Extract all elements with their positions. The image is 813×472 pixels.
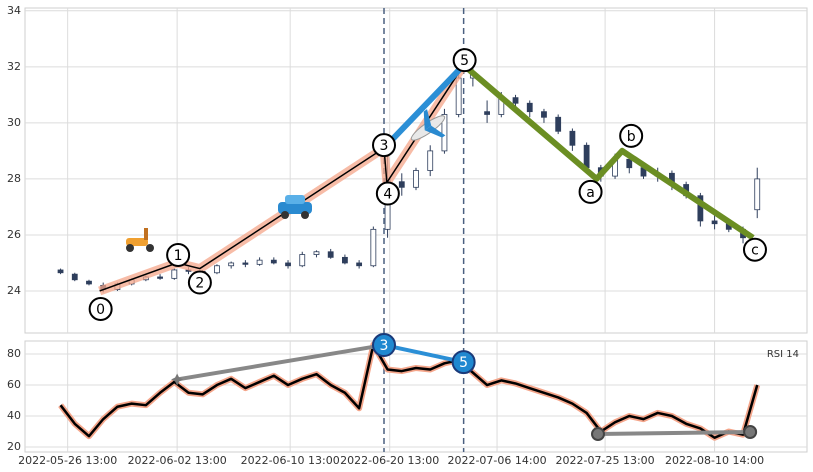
wave-label: c [751,243,759,259]
x-tick-label: 2022-08-10 14:00 [665,454,764,467]
plane-icon [410,109,446,141]
candle-body [711,220,718,225]
candle-body [569,130,576,146]
y-tick-label: 20 [7,440,21,453]
wave-label: 3 [380,338,389,354]
wave-label-circle [187,270,212,295]
wave-label: 3 [380,138,389,154]
wave-label: 4 [383,187,392,203]
wave-label: a [586,185,595,201]
y-tick-label: 24 [7,284,21,297]
candle-body [327,251,334,258]
x-tick-label: 2022-07-06 14:00 [447,454,546,467]
candle-body [356,262,363,267]
candle-body [342,256,348,264]
wave-label-circle [452,48,477,73]
candle-body [370,228,377,267]
wave-label-circle [578,179,603,204]
y-tick-label: 30 [7,116,21,129]
y-tick-label: 28 [7,172,21,185]
candle-body [427,150,434,171]
impulse-band [98,62,468,296]
candle-body [697,195,704,222]
wave-label: b [627,129,636,145]
trend-line [381,63,466,151]
candle-body [583,144,590,169]
candle-body [256,259,263,265]
candle-body [171,269,178,279]
car-icon [278,195,312,219]
candle-body [413,170,419,188]
candle-body [270,259,277,264]
candle-body [526,102,533,113]
candle-body [242,262,249,265]
x-tick-label: 2022-05-26 13:00 [18,454,117,467]
y-tick-label: 40 [7,409,21,422]
candle-body [228,262,235,267]
divergence-point [743,425,758,440]
candle-body [86,280,92,285]
y-tick-label: 26 [7,228,21,241]
wave-label-circle [619,123,644,148]
y-tick-label: 32 [7,60,21,73]
divergence-point [171,373,184,386]
wave-label: 0 [96,302,105,318]
wave-label-circle [375,181,400,206]
wave-label-circle [372,333,397,358]
y-tick-label: 60 [7,378,21,391]
candle-body [214,265,220,274]
divergence-line [176,343,385,382]
candle-body [313,251,320,255]
candle-body [754,178,761,211]
candle-body [398,181,405,188]
divergence-line [597,430,751,437]
wave-label-circle [88,296,113,321]
divergence-point [590,427,605,442]
price-frame [24,7,808,334]
correction-line [461,62,755,241]
wave-label-circle [372,133,397,158]
impulse-line [99,64,465,292]
candle-body [555,116,562,132]
x-tick-label: 2022-06-20 13:00 [340,454,439,467]
y-tick-label: 80 [7,347,21,360]
candle-body [71,273,78,281]
wave-label-circle [166,242,191,267]
x-tick-label: 2022-06-02 13:00 [128,454,227,467]
candle-body [626,158,633,169]
wave-label: 5 [460,53,469,69]
y-tick-label: 34 [7,4,21,17]
wave-label-circle [742,237,767,262]
wave-label: 2 [195,276,204,292]
candle-body [512,97,519,104]
layers: 242628303234012345abc204060802022-05-26 … [7,4,807,467]
x-tick-label: 2022-07-25 13:00 [556,454,655,467]
candle-body [541,111,547,118]
scooter-icon [126,228,154,252]
wave-label: 5 [459,355,468,371]
divergence-line [383,343,465,365]
rsi-frame [24,340,808,453]
candle-body [299,254,306,267]
rsi-label: RSI 14 [767,349,799,360]
candle-body [484,111,490,115]
candle-body [285,262,291,267]
candle-body [441,114,448,152]
rsi-band [58,341,761,441]
candle-body [57,269,64,274]
x-tick-label: 2022-06-10 13:00 [241,454,340,467]
candle-body [157,276,163,279]
wave-label: 1 [174,248,183,264]
wave-label-circle [451,350,476,375]
